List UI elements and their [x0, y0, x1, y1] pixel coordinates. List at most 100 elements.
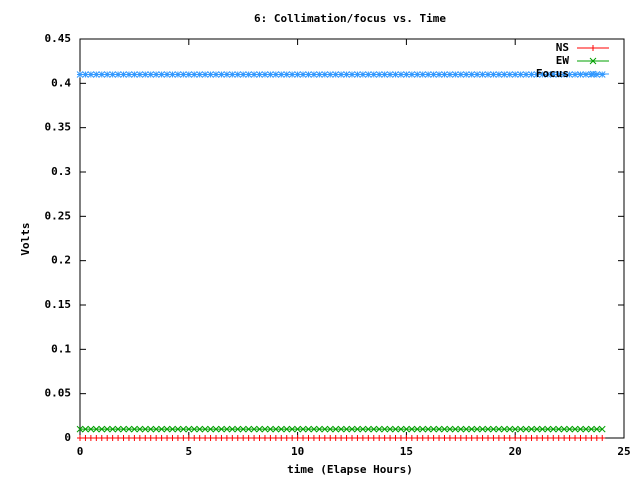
data-point — [452, 425, 459, 433]
data-point — [544, 71, 552, 78]
data-point — [392, 425, 399, 433]
data-point — [272, 425, 280, 433]
data-point — [158, 71, 165, 78]
data-point — [283, 71, 291, 78]
data-point — [223, 425, 231, 433]
data-point — [213, 435, 219, 441]
data-point — [512, 435, 519, 441]
data-point — [479, 435, 486, 441]
y-axis-label: Volts — [19, 222, 32, 255]
data-point — [452, 435, 459, 441]
data-point — [582, 425, 590, 433]
data-point — [485, 435, 491, 441]
y-tick-label: 0 — [64, 431, 71, 444]
data-point — [561, 435, 568, 441]
data-point — [321, 425, 329, 433]
data-point — [283, 435, 290, 441]
data-point — [479, 71, 486, 78]
data-point — [517, 71, 524, 78]
data-point — [125, 71, 133, 78]
data-point — [261, 71, 269, 78]
data-point — [250, 425, 258, 433]
data-point — [495, 435, 502, 441]
data-point — [381, 435, 388, 441]
data-point — [430, 435, 437, 441]
data-point — [577, 425, 584, 433]
data-point — [87, 71, 95, 78]
data-point — [375, 71, 383, 78]
data-point — [511, 71, 519, 78]
data-point — [115, 435, 122, 441]
data-point — [533, 71, 541, 78]
data-point — [517, 435, 524, 441]
data-point — [147, 435, 154, 441]
data-point — [136, 435, 143, 441]
data-point — [528, 425, 535, 433]
data-point — [103, 71, 111, 78]
data-point — [598, 425, 606, 433]
x-tick-label: 10 — [291, 445, 304, 458]
data-point — [457, 425, 465, 433]
y-tick-label: 0.2 — [51, 254, 71, 267]
data-point — [359, 425, 367, 433]
data-point — [354, 435, 361, 441]
data-point — [522, 425, 530, 433]
x-tick-label: 25 — [617, 445, 630, 458]
chart-title: 6: Collimation/focus vs. Time — [254, 12, 446, 25]
legend-marker — [589, 70, 597, 78]
data-point — [566, 425, 573, 433]
data-point — [283, 425, 291, 433]
data-point — [506, 425, 514, 433]
data-point — [201, 71, 209, 78]
data-point — [528, 435, 535, 441]
data-point — [517, 425, 524, 433]
data-point — [555, 435, 562, 441]
data-point — [164, 435, 171, 441]
data-point — [277, 425, 285, 433]
data-point — [223, 71, 231, 78]
data-point — [180, 425, 187, 433]
data-point — [473, 425, 481, 433]
data-point — [131, 425, 138, 433]
legend-label: EW — [556, 54, 570, 67]
data-point — [501, 435, 508, 441]
data-point — [87, 425, 95, 433]
data-point — [120, 425, 127, 433]
data-point — [229, 435, 236, 441]
data-point — [212, 71, 220, 78]
data-point — [109, 425, 116, 433]
data-point — [506, 435, 513, 441]
data-point — [326, 425, 334, 433]
data-point — [299, 425, 307, 433]
data-point — [267, 425, 274, 433]
data-point — [294, 435, 301, 441]
data-point — [201, 425, 209, 433]
data-point — [239, 425, 247, 433]
data-point — [326, 71, 334, 78]
data-point — [228, 425, 236, 433]
data-point — [158, 425, 165, 433]
data-point — [267, 435, 274, 441]
data-point — [250, 71, 258, 78]
data-point — [571, 71, 579, 78]
data-point — [566, 435, 573, 441]
data-point — [375, 425, 383, 433]
data-point — [92, 425, 100, 433]
data-point — [174, 435, 181, 441]
data-point — [370, 425, 378, 433]
data-point — [141, 425, 149, 433]
data-point — [495, 425, 503, 433]
data-point — [457, 71, 465, 78]
data-point — [103, 425, 111, 433]
data-point — [397, 435, 404, 441]
data-point — [473, 71, 481, 78]
data-point — [386, 71, 394, 78]
data-point — [87, 435, 94, 441]
data-point — [484, 71, 492, 78]
data-point — [153, 435, 160, 441]
data-point — [98, 71, 106, 78]
x-tick-label: 5 — [185, 445, 192, 458]
data-point — [474, 435, 481, 441]
data-point — [261, 425, 269, 433]
data-point — [403, 425, 410, 433]
